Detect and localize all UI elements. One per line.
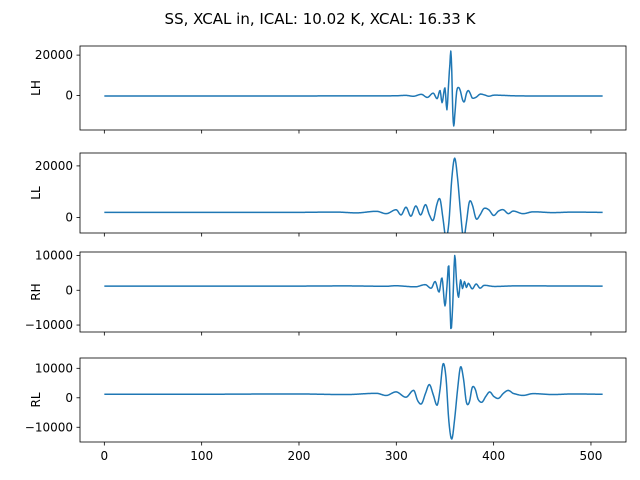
series-line-ll <box>104 157 603 233</box>
axes-frame <box>79 45 627 131</box>
chart-title: SS, XCAL in, ICAL: 10.02 K, XCAL: 16.33 … <box>165 10 477 28</box>
axes-frame <box>79 251 627 333</box>
axes-frame <box>79 357 627 443</box>
y-tick-label: 0 <box>65 89 73 103</box>
series-line-rh <box>104 254 603 330</box>
x-tick-label: 0 <box>101 449 109 463</box>
y-tick-label: 0 <box>65 391 73 405</box>
y-tick-label: 10000 <box>35 248 73 262</box>
x-tick-label: 100 <box>190 449 213 463</box>
panel-ll: 0 20000 LL <box>29 152 627 237</box>
y-tick-label: 0 <box>65 211 73 225</box>
y-tick-label: −10000 <box>25 318 73 332</box>
y-axis-label: LH <box>29 80 43 96</box>
x-tick-label: 200 <box>288 449 311 463</box>
panel-rh: −10000 0 10000 RH <box>25 248 627 336</box>
y-axis-label: RH <box>29 283 43 300</box>
y-tick-label: 10000 <box>35 361 73 375</box>
x-tick-label: 400 <box>482 449 505 463</box>
y-tick-label: 0 <box>65 283 73 297</box>
x-tick-label: 500 <box>580 449 603 463</box>
y-axis-label: RL <box>29 392 43 407</box>
y-tick-label: 20000 <box>35 159 73 173</box>
y-tick-label: 20000 <box>35 48 73 62</box>
panel-lh: 0 20000 LH <box>29 45 627 134</box>
axes-frame <box>79 152 627 234</box>
y-tick-label: −10000 <box>25 420 73 434</box>
panels: 0 20000 LH 0 20000 LL −10000 0 10000 RH −10000 0 100… <box>25 45 627 463</box>
x-tick-label: 300 <box>385 449 408 463</box>
panel-rl: −10000 0 10000 RL 0 100 200 300 400 500 <box>25 357 627 463</box>
y-axis-label: LL <box>29 186 43 200</box>
series-line-rl <box>104 362 603 440</box>
series-line-lh <box>104 50 603 127</box>
